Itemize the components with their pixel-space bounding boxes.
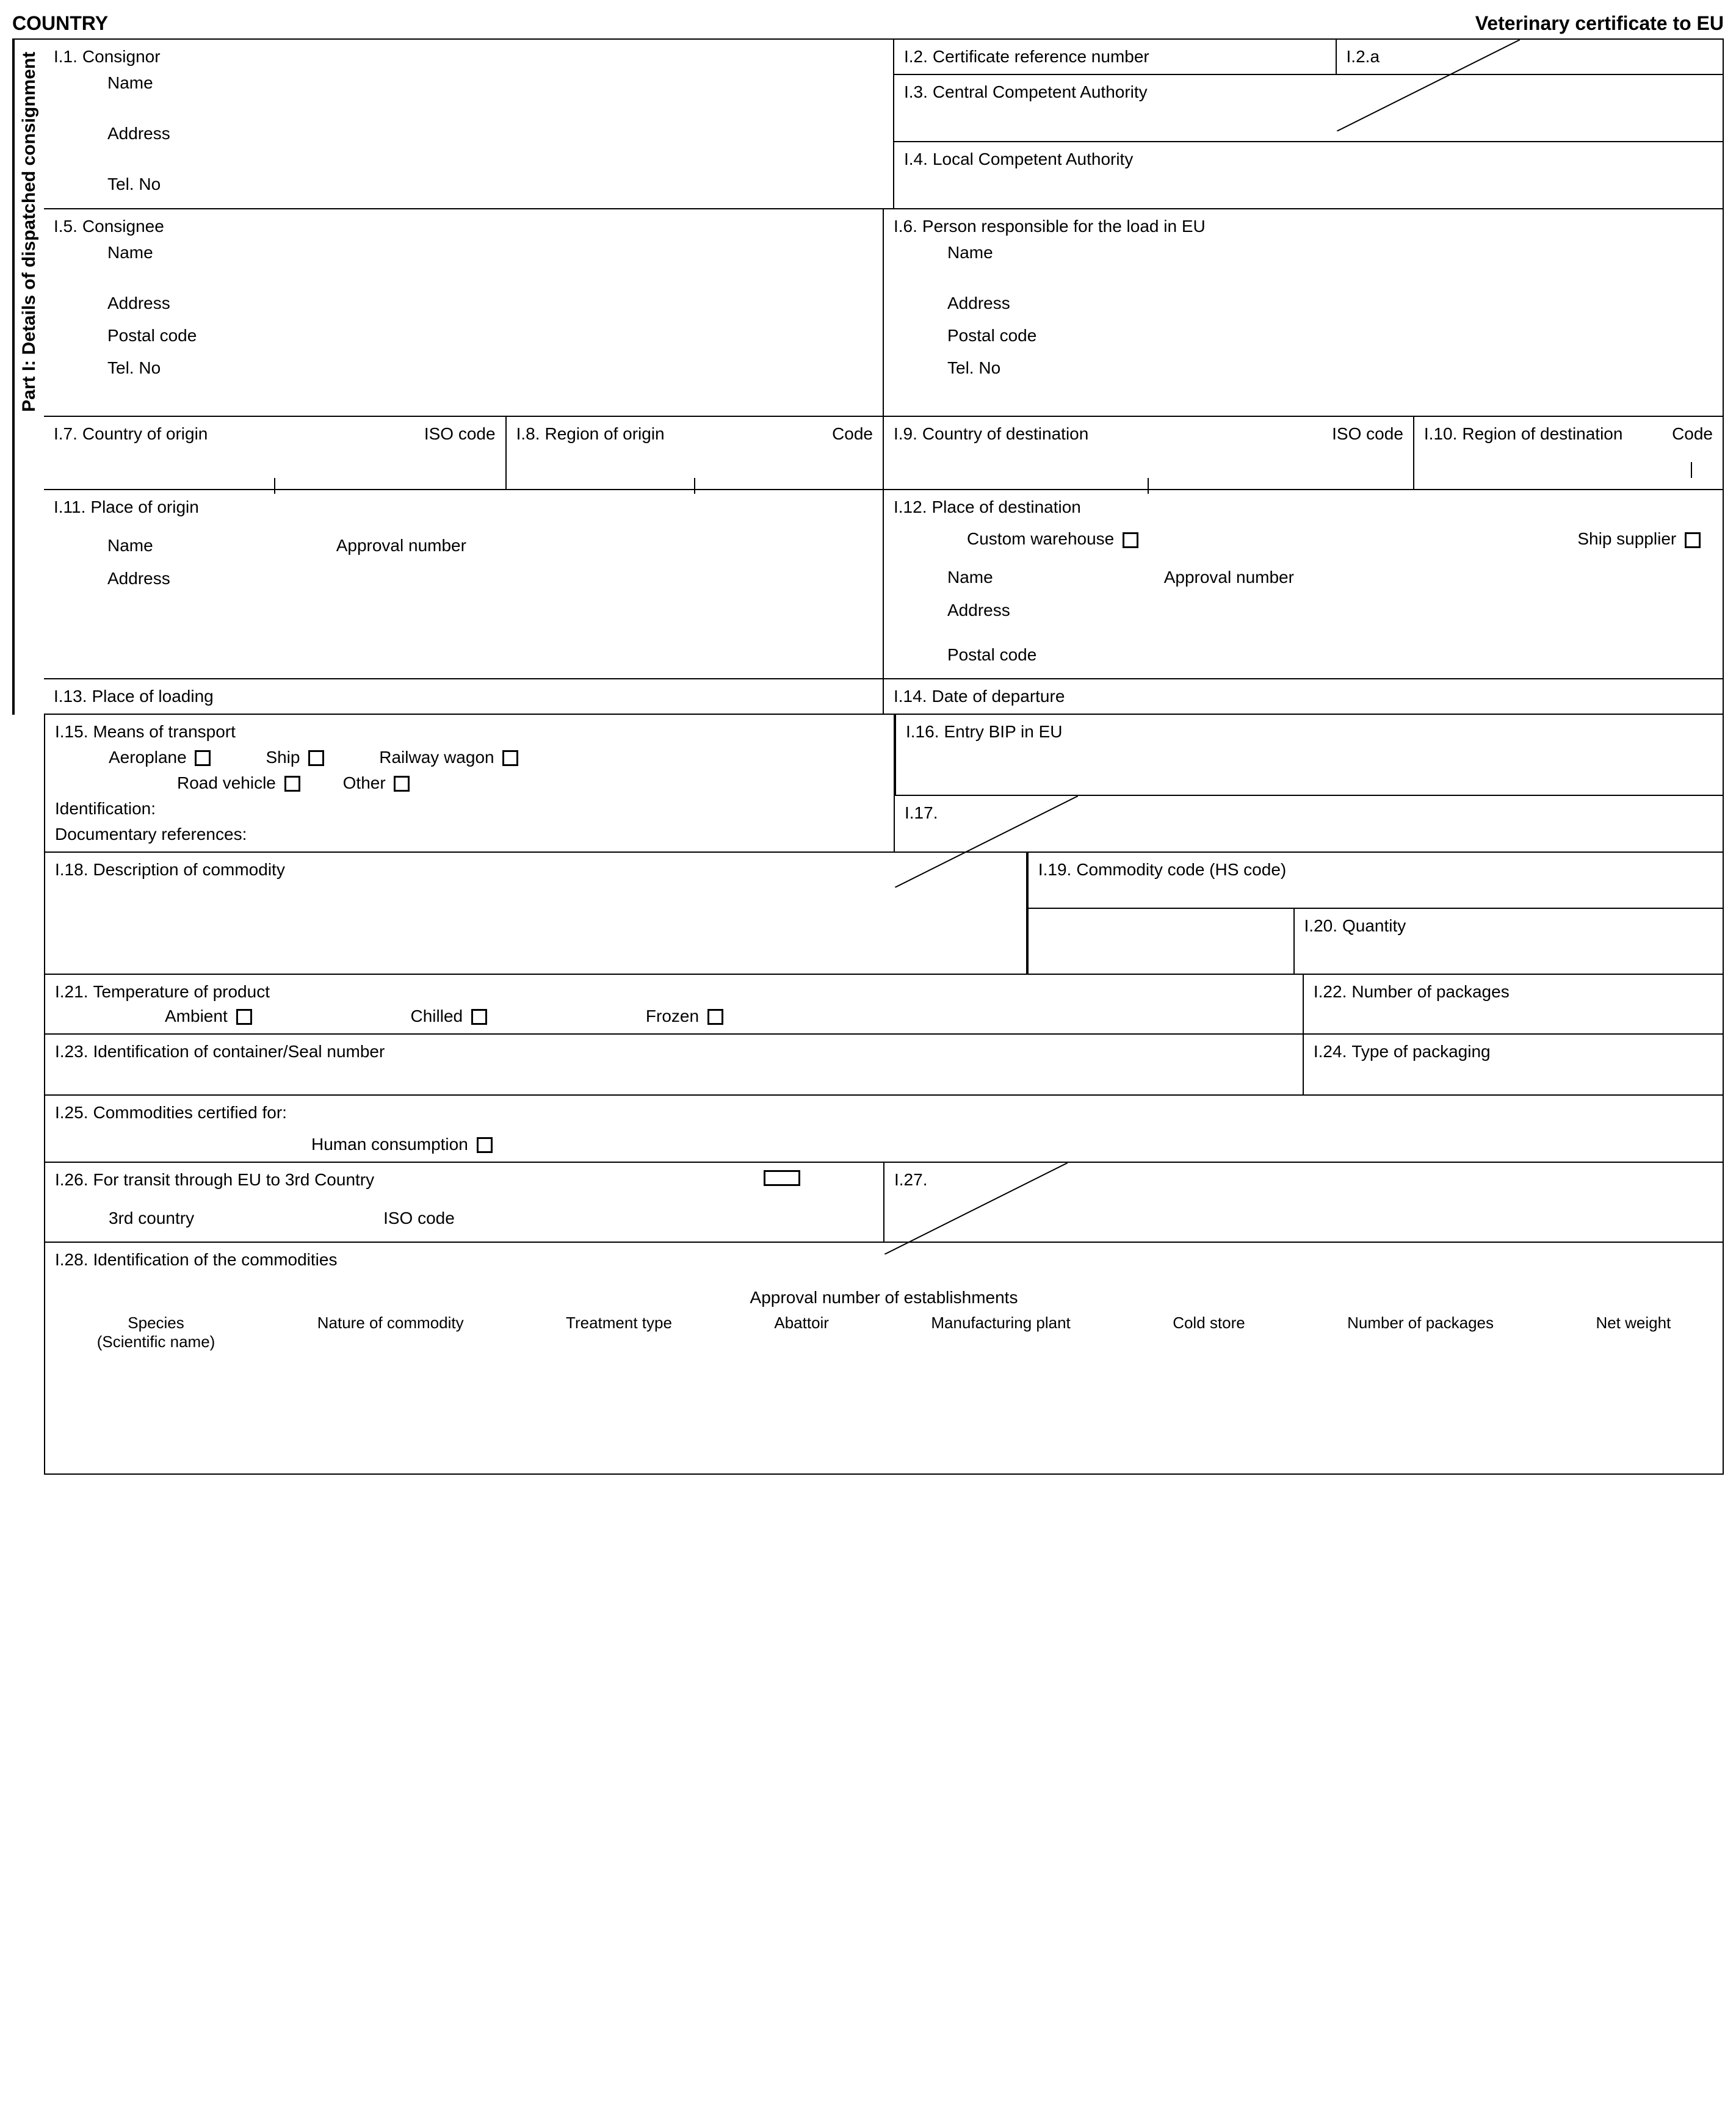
checkbox[interactable] xyxy=(236,1009,252,1025)
box-i15: I.15.Means of transport Aeroplane Ship R… xyxy=(44,715,895,853)
header-bar: COUNTRY Veterinary certificate to EU xyxy=(12,12,1724,35)
i28-columns: Species(Scientific name) Nature of commo… xyxy=(55,1314,1713,1351)
box-i12: I.12.Place of destination Custom warehou… xyxy=(884,490,1724,679)
box-i13: I.13.Place of loading xyxy=(44,679,884,715)
checkbox[interactable] xyxy=(764,1170,800,1186)
header-right: Veterinary certificate to EU xyxy=(1475,12,1724,35)
box-i18: I.18.Description of commodity xyxy=(44,853,1027,975)
box-i27: I.27. xyxy=(884,1163,1724,1243)
box-i14: I.14.Date of departure xyxy=(884,679,1724,715)
box-i24: I.24.Type of packaging xyxy=(1304,1035,1724,1096)
box-i8: I.8.Region of origin Code xyxy=(507,417,884,490)
checkbox[interactable] xyxy=(471,1009,487,1025)
box-i26: I.26.For transit through EU to 3rd Count… xyxy=(44,1163,884,1243)
box-i16: I.16.Entry BIP in EU xyxy=(895,715,1724,796)
box-i20: I.20.Quantity xyxy=(1295,909,1724,975)
checkbox[interactable] xyxy=(284,776,300,792)
box-i22: I.22.Number of packages xyxy=(1304,975,1724,1035)
checkbox[interactable] xyxy=(502,750,518,766)
form-upper: Part I: Details of dispatched consignmen… xyxy=(12,38,1724,715)
box-i28: I.28.Identification of the commodities A… xyxy=(44,1243,1724,1475)
checkbox[interactable] xyxy=(308,750,324,766)
box-i10: I.10.Region of destination Code xyxy=(1414,417,1724,490)
box-i25: I.25.Commodities certified for: Human co… xyxy=(44,1096,1724,1163)
box-i21: I.21.Temperature of product Ambient Chil… xyxy=(44,975,1304,1035)
header-left: COUNTRY xyxy=(12,12,108,35)
box-i19: I.19.Commodity code (HS code) xyxy=(1027,853,1724,909)
form-lower: I.15.Means of transport Aeroplane Ship R… xyxy=(44,715,1724,1475)
box-i9: I.9.Country of destination ISO code xyxy=(884,417,1414,490)
part-label: Part I: Details of dispatched consignmen… xyxy=(13,40,44,715)
checkbox[interactable] xyxy=(1685,532,1701,548)
box-i5: I.5.Consignee Name Address Postal code T… xyxy=(44,209,884,418)
checkbox[interactable] xyxy=(195,750,211,766)
box-i4: I.4.Local Competent Authority xyxy=(894,142,1724,209)
checkbox[interactable] xyxy=(394,776,410,792)
checkbox[interactable] xyxy=(1123,532,1138,548)
box-i6: I.6.Person responsible for the load in E… xyxy=(884,209,1724,418)
box-i2a: I.2.a xyxy=(1337,40,1724,75)
checkbox[interactable] xyxy=(477,1137,493,1153)
box-i7: I.7.Country of origin ISO code xyxy=(44,417,507,490)
box-i1: I.1.Consignor Name Address Tel. No xyxy=(44,40,894,209)
box-blank xyxy=(1027,909,1295,975)
box-i2: I.2.Certificate reference number xyxy=(894,40,1337,75)
checkbox[interactable] xyxy=(707,1009,723,1025)
box-i3: I.3.Central Competent Authority xyxy=(894,75,1724,142)
box-i11: I.11.Place of origin Name Approval numbe… xyxy=(44,490,884,679)
box-i17: I.17. xyxy=(895,796,1724,853)
box-i23: I.23.Identification of container/Seal nu… xyxy=(44,1035,1304,1096)
